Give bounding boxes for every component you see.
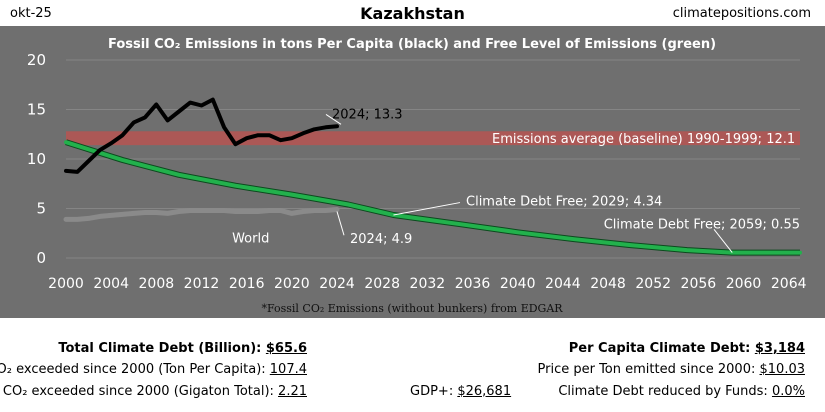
gdp-label: GDP+: <box>410 384 454 399</box>
x-axis: 2000 2004 2008 2012 2016 2020 2024 2028 2032 2036… <box>48 276 806 292</box>
x-tick-label: 2028 <box>364 276 400 292</box>
y-tick-label: 20 <box>27 51 46 69</box>
per-capita-debt: Per Capita Climate Debt: $3,184 <box>569 341 805 356</box>
price-per-ton: Price per Ton emitted since 2000: $10.03 <box>538 362 806 377</box>
y-axis: 0 5 10 15 20 <box>27 51 46 267</box>
funds-value: 0.0% <box>771 384 805 399</box>
free-2059-label: Climate Debt Free; 2059; 0.55 <box>604 217 800 232</box>
x-tick-label: 2040 <box>500 276 536 292</box>
climate-debt-free-line <box>64 140 802 255</box>
kaz-end-leader <box>325 114 342 125</box>
y-tick-label: 15 <box>27 101 46 119</box>
x-tick-label: 2012 <box>184 276 220 292</box>
total-debt: Total Climate Debt (Billion): $65.6 <box>58 341 307 356</box>
x-tick-label: 2024 <box>319 276 355 292</box>
x-tick-label: 2052 <box>635 276 671 292</box>
per-capita-debt-value: $3,184 <box>754 341 805 356</box>
world-end-label: 2024; 4.9 <box>350 232 412 247</box>
x-tick-label: 2004 <box>93 276 129 292</box>
x-tick-label: 2064 <box>771 276 807 292</box>
x-tick-label: 2044 <box>545 276 581 292</box>
baseline-band <box>66 131 800 146</box>
x-tick-label: 2000 <box>48 276 84 292</box>
funds-reduction: Climate Debt reduced by Funds: 0.0% <box>558 384 805 399</box>
gdp: GDP+: $26,681 <box>410 384 511 399</box>
country-title: Kazakhstan <box>360 4 465 23</box>
x-tick-label: 2048 <box>590 276 626 292</box>
baseline: Emissions average (baseline) 1990-1999; … <box>66 131 800 147</box>
kaz-end-label: 2024; 13.3 <box>332 107 403 122</box>
emissions-chart: Fossil CO₂ Emissions in tons Per Capita … <box>0 26 825 318</box>
price-per-ton-value: $10.03 <box>759 362 806 377</box>
baseline-label: Emissions average (baseline) 1990-1999; … <box>492 132 795 147</box>
world-label: World <box>232 231 269 246</box>
x-tick-label: 2060 <box>726 276 762 292</box>
kazakhstan-line <box>64 97 339 174</box>
price-per-ton-label: Price per Ton emitted since 2000: <box>537 362 756 377</box>
co2-gt: CO₂ exceeded since 2000 (Gigaton Total):… <box>3 384 307 399</box>
chart-footnote: *Fossil CO₂ Emissions (without bunkers) … <box>261 302 563 315</box>
y-tick-label: 10 <box>27 150 46 168</box>
co2-ton: CO₂ exceeded since 2000 (Ton Per Capita)… <box>0 362 307 377</box>
x-tick-label: 2020 <box>274 276 310 292</box>
free-2059-leader <box>713 228 733 253</box>
total-debt-label: Total Climate Debt (Billion): <box>58 341 262 356</box>
world-line <box>63 207 340 222</box>
co2-gt-value: 2.21 <box>278 384 307 399</box>
free-2029-label: Climate Debt Free; 2029; 4.34 <box>466 195 662 210</box>
x-tick-label: 2016 <box>229 276 265 292</box>
series-lines <box>63 97 802 256</box>
total-debt-value: $65.6 <box>265 341 307 356</box>
funds-label: Climate Debt reduced by Funds: <box>558 384 768 399</box>
x-tick-label: 2056 <box>681 276 717 292</box>
date-label: okt-25 <box>10 6 52 21</box>
x-tick-label: 2032 <box>410 276 446 292</box>
gdp-value: $26,681 <box>457 384 512 399</box>
site-label: climatepositions.com <box>672 6 811 21</box>
y-tick-label: 0 <box>36 249 46 267</box>
annotations: 2024; 13.3 World 2024; 4.9 Climate Debt Fre… <box>232 107 800 253</box>
free-2029-leader <box>393 202 461 216</box>
x-tick-label: 2008 <box>139 276 175 292</box>
y-tick-label: 5 <box>36 200 46 218</box>
co2-ton-value: 107.4 <box>269 362 307 377</box>
chart-background <box>0 26 825 318</box>
per-capita-debt-label: Per Capita Climate Debt: <box>568 341 751 356</box>
co2-ton-label: CO₂ exceeded since 2000 (Ton Per Capita)… <box>0 362 266 377</box>
co2-gt-label: CO₂ exceeded since 2000 (Gigaton Total): <box>2 384 274 399</box>
chart-title: Fossil CO₂ Emissions in tons Per Capita … <box>108 37 716 52</box>
world-end-leader <box>336 211 345 236</box>
x-tick-label: 2036 <box>455 276 491 292</box>
